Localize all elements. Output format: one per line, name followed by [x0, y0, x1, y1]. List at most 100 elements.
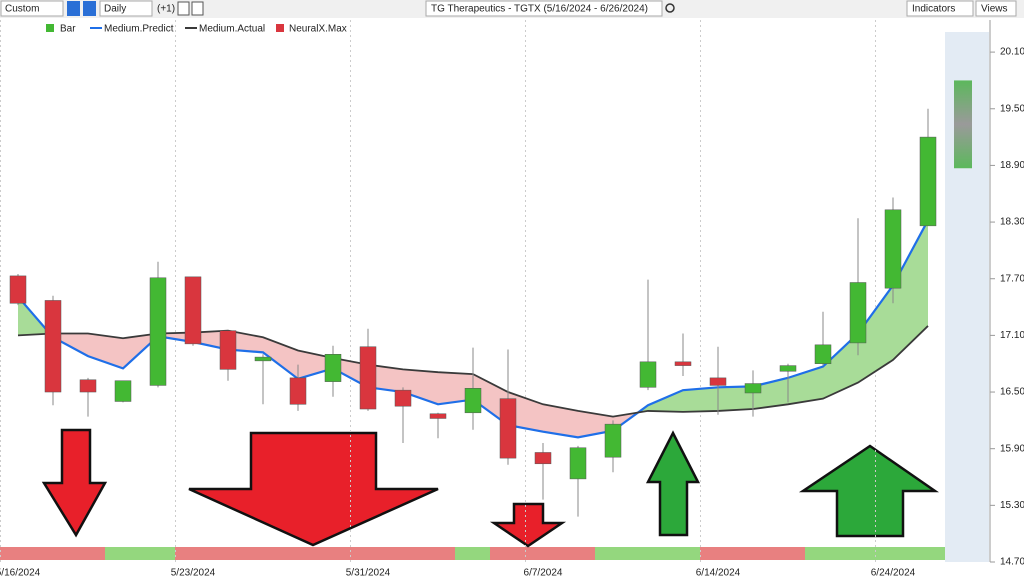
interval-text: Daily [104, 4, 126, 15]
chart-title: TG Therapeutics - TGTX (5/16/2024 - 6/26… [431, 4, 648, 15]
candle-body [499, 398, 517, 459]
signal-up [455, 547, 490, 560]
signal-down [175, 547, 455, 560]
y-tick-label: 15.30 [1000, 500, 1024, 511]
arrows [41, 428, 940, 548]
spread-fill [683, 387, 718, 412]
x-tick-label: 5/23/2024 [171, 568, 216, 579]
spread-fill [438, 372, 473, 405]
zoom-in[interactable] [67, 1, 80, 16]
candle-body [534, 452, 552, 465]
y-tick-label: 17.70 [1000, 273, 1024, 284]
search-icon[interactable] [665, 3, 675, 13]
spread-fill [543, 404, 578, 438]
offset-minus[interactable] [191, 1, 204, 16]
candle-body [114, 380, 132, 402]
x-tick-label: 5/16/2024 [0, 568, 41, 579]
legend: Bar Medium.Predict Medium.Actual NeuralX… [46, 24, 347, 35]
down-arrow [41, 428, 108, 538]
candle-body [394, 389, 412, 407]
signal-up [805, 547, 945, 560]
y-tick-label: 16.50 [1000, 387, 1024, 398]
indicators-text: Indicators [912, 4, 955, 15]
candle-body [79, 379, 97, 393]
candle-body [9, 275, 27, 304]
candle-body [289, 377, 307, 405]
candle-body [674, 361, 692, 366]
signal-up [105, 547, 175, 560]
x-tick-label: 6/24/2024 [871, 568, 916, 579]
signal-down [700, 547, 805, 560]
y-tick-label: 14.70 [1000, 557, 1024, 568]
y-tick-label: 18.30 [1000, 217, 1024, 228]
symbol-box[interactable] [425, 0, 663, 17]
legend-label: Medium.Predict [104, 24, 174, 35]
candle-body [324, 354, 342, 382]
candle-body [919, 136, 937, 227]
legend-icon [46, 24, 54, 32]
candle-body [849, 282, 867, 344]
up-arrow [645, 430, 701, 537]
offset-text: (+1) [157, 4, 175, 15]
candle-body [149, 277, 167, 386]
candle-body [429, 413, 447, 419]
spread-fill [473, 374, 508, 426]
candle-body [184, 276, 202, 345]
candle-body [254, 356, 272, 362]
candle-body [779, 365, 797, 372]
spread-fill [368, 364, 403, 393]
candle-body [604, 423, 622, 458]
candle-body [814, 344, 832, 364]
spread-fill [893, 220, 928, 360]
y-tick-label: 19.50 [1000, 103, 1024, 114]
signal-up [595, 547, 700, 560]
offset-plus[interactable] [177, 1, 190, 16]
views-button[interactable] [975, 0, 1017, 17]
down-arrow [188, 431, 439, 547]
indicators-button[interactable] [906, 0, 974, 17]
interval-select[interactable] [99, 0, 153, 17]
spread-fill [648, 390, 683, 412]
y-tick-label: 17.10 [1000, 330, 1024, 341]
candle-body [44, 300, 62, 393]
signal-down [0, 547, 105, 560]
legend-label: NeuralX.Max [289, 24, 347, 35]
x-tick-label: 6/7/2024 [524, 568, 563, 579]
candle-body [639, 361, 657, 388]
spread-fill [578, 410, 613, 438]
signal-bar [0, 547, 945, 560]
candle-body [569, 447, 587, 480]
up-arrow [798, 444, 940, 538]
candle-body [744, 383, 762, 394]
range-select[interactable] [0, 0, 64, 17]
spread-fill [193, 330, 228, 350]
candle-body [359, 346, 377, 410]
y-tick-label: 18.90 [1000, 160, 1024, 171]
spread-fill [858, 285, 893, 383]
candle-body [219, 330, 237, 370]
spread-fill [333, 358, 368, 388]
spread-fill [403, 369, 438, 405]
range-text: Custom [5, 4, 39, 15]
x-tick-label: 6/14/2024 [696, 568, 741, 579]
x-tick-label: 5/31/2024 [346, 568, 391, 579]
forecast-box [954, 80, 972, 169]
candle-body [709, 377, 727, 386]
candle-body [884, 209, 902, 289]
spread-fill [753, 377, 788, 410]
spread-fill [823, 333, 858, 399]
spread-fill [88, 333, 123, 369]
zoom-out[interactable] [83, 1, 96, 16]
signal-down [490, 547, 595, 560]
spread-fill [298, 350, 333, 379]
views-text: Views [981, 4, 1008, 15]
legend-label: Bar [60, 24, 76, 35]
down-arrow [489, 502, 567, 548]
spread-fill [718, 386, 753, 411]
y-tick-label: 15.90 [1000, 443, 1024, 454]
y-tick-label: 20.10 [1000, 47, 1024, 58]
candle-body [464, 388, 482, 414]
legend-label: Medium.Actual [199, 24, 265, 35]
